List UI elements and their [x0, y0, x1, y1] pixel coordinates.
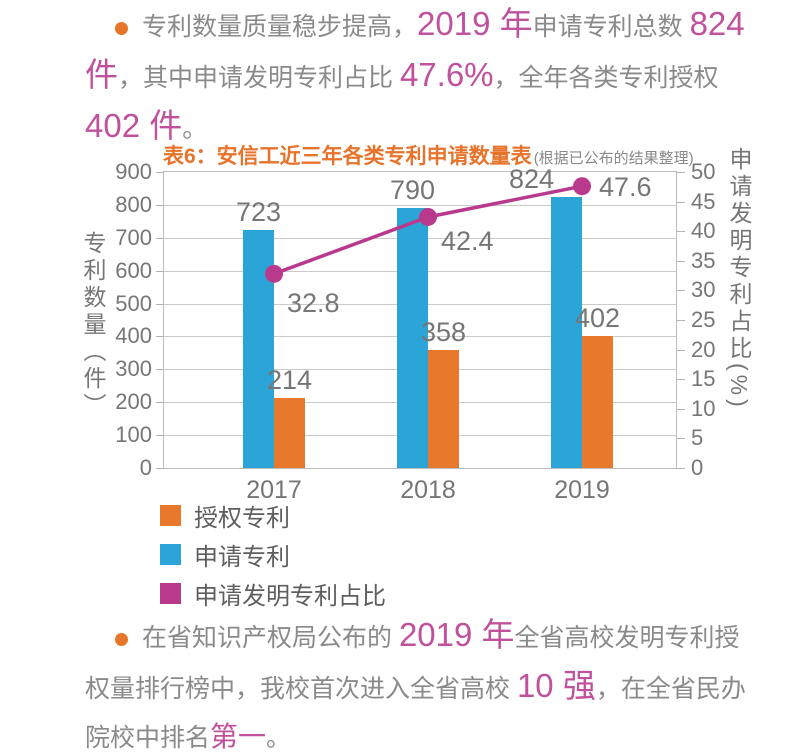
right-axis-tick-label: 30 — [691, 277, 716, 303]
left-axis-tick-label: 900 — [115, 159, 152, 184]
bar-value-label: 214 — [266, 364, 313, 395]
left-axis-tick-label: 200 — [115, 389, 152, 415]
legend-label-invention-ratio: 申请发明专利占比 — [194, 582, 386, 610]
text-segment: 在省知识产权局公布的 — [142, 624, 399, 652]
text-segment: 。 — [182, 115, 208, 143]
paragraph-patent-summary: 专利数量质量稳步提高，2019 年申请专利总数 824 件，其中申请发明专利占比… — [85, 2, 761, 155]
left-axis-tick — [156, 369, 164, 371]
right-axis-tick — [676, 468, 685, 469]
right-axis-tick-label: 45 — [691, 188, 716, 214]
text-segment: 第一 — [210, 721, 267, 752]
legend-item-granted: 授权专利 — [160, 503, 386, 532]
bullet-icon — [115, 22, 128, 36]
right-axis-tick-label: 20 — [691, 336, 716, 362]
right-axis-tick-label: 25 — [691, 307, 716, 332]
x-axis-label-2017: 2017 — [246, 476, 302, 504]
right-axis-title: 申请发明专利占比(%) — [726, 147, 752, 411]
bar-applied-2017 — [243, 230, 274, 468]
left-axis-tick — [156, 402, 164, 404]
chart-title-text: 表6：安信工近三年各类专利申请数量表 — [163, 145, 532, 168]
right-axis-tick — [676, 201, 685, 203]
paragraph-text: 在省知识产权局公布的 2019 年全省高校发明专利授权量排行榜中，我校首次进入全… — [85, 616, 746, 752]
text-segment: 824 件 — [85, 5, 745, 93]
left-axis-tick-label: 600 — [115, 257, 152, 283]
text-segment: 。 — [266, 724, 292, 752]
right-axis-tick — [676, 290, 685, 292]
text-segment: 全省高校发明专利授权量排行榜中，我校首次进入全省高校 — [85, 624, 740, 703]
right-axis-tick-label: 15 — [691, 366, 716, 392]
x-axis-label-2019: 2019 — [554, 476, 610, 504]
left-axis-title: 专利数量（件） — [80, 231, 106, 420]
bar-granted-2017 — [274, 397, 305, 468]
left-axis-tick-label: 100 — [115, 422, 152, 448]
bar-value-label: 790 — [389, 175, 436, 206]
plot-area: 900 800 700 600 500 400 300 200 100 0 50 45 40 35 30 25… — [115, 159, 715, 504]
left-axis-tick-label: 700 — [115, 224, 152, 250]
chart-legend: 授权专利 申请专利 申请发明专利占比 — [160, 503, 386, 620]
right-axis-tick — [676, 379, 685, 381]
right-axis-tick — [676, 408, 685, 410]
right-axis-tick — [676, 349, 685, 351]
chart-title: 表6：安信工近三年各类专利申请数量表 (根据已公布的结果整理) — [163, 140, 694, 170]
legend-swatch-applied — [160, 543, 181, 565]
right-axis-tick — [676, 231, 685, 233]
legend-label-applied: 申请专利 — [194, 543, 290, 571]
legend-item-applied: 申请专利 — [160, 542, 386, 571]
legend-swatch-granted — [160, 504, 181, 526]
right-axis-tick-label: 10 — [691, 395, 716, 421]
ratio-value-label: 42.4 — [441, 225, 494, 256]
paragraph-ranking: 在省知识产权局公布的 2019 年全省高校发明专利授权量排行榜中，我校首次进入全… — [85, 613, 761, 754]
left-axis-tick — [156, 468, 164, 469]
chart-title-note: (根据已公布的结果整理) — [533, 150, 694, 167]
text-segment: 2019 年 — [398, 616, 515, 653]
legend-label-granted: 授权专利 — [194, 504, 290, 532]
patent-chart-figure: 表6：安信工近三年各类专利申请数量表 (根据已公布的结果整理) 专利数量（件） 申… — [0, 135, 800, 611]
bar-value-label: 402 — [574, 302, 621, 333]
left-axis-tick — [156, 237, 164, 239]
right-axis-tick — [676, 260, 685, 262]
right-axis-tick-label: 5 — [691, 425, 704, 451]
text-segment: 专利数量质量稳步提高， — [142, 13, 418, 41]
x-axis-label-2018: 2018 — [400, 476, 456, 504]
ratio-value-label: 32.8 — [287, 287, 340, 318]
right-axis-tick-label: 35 — [691, 247, 716, 273]
bar-granted-2019 — [582, 335, 613, 468]
left-axis-tick — [156, 435, 164, 437]
text-segment: ，其中申请发明专利占比 — [118, 64, 400, 92]
bar-value-label: 824 — [508, 164, 555, 194]
left-axis-tick — [156, 270, 164, 272]
legend-item-invention-ratio: 申请发明专利占比 — [160, 581, 386, 610]
text-segment: ，在全省民办院校中排名 — [85, 675, 746, 752]
left-axis-tick — [156, 172, 164, 173]
left-axis-tick — [156, 336, 164, 338]
left-axis-tick-label: 800 — [115, 191, 152, 217]
line-data-point — [573, 177, 591, 196]
left-axis-tick-label: 300 — [115, 356, 152, 382]
right-axis-tick-label: 0 — [691, 455, 704, 480]
left-axis-tick — [156, 303, 164, 305]
right-axis-tick — [676, 438, 685, 440]
text-segment: 47.6% — [399, 56, 494, 93]
legend-swatch-invention-ratio — [160, 582, 181, 604]
right-axis-tick-label: 40 — [691, 218, 716, 244]
left-axis-tick-label: 500 — [115, 290, 152, 316]
text-segment: ，全年各类专利授权 — [493, 64, 719, 92]
text-segment: 申请专利总数 — [532, 13, 690, 41]
text-segment: 10 强 — [516, 667, 596, 704]
bullet-icon — [115, 633, 128, 647]
bar-granted-2018 — [428, 350, 459, 468]
left-axis-tick-label: 400 — [115, 323, 152, 349]
bar-value-label: 723 — [235, 197, 282, 228]
paragraph-text: 专利数量质量稳步提高，2019 年申请专利总数 824 件，其中申请发明专利占比… — [85, 5, 745, 144]
bar-value-label: 358 — [420, 317, 467, 348]
text-segment: 402 件 — [85, 107, 183, 144]
right-axis-tick-label: 50 — [691, 159, 716, 184]
text-segment: 2019 年 — [417, 5, 533, 42]
left-axis-tick-label: 0 — [139, 455, 152, 480]
right-axis-tick — [676, 172, 685, 173]
left-axis-tick — [156, 204, 164, 206]
right-axis-tick — [676, 320, 685, 321]
ratio-value-label: 47.6 — [599, 172, 652, 203]
